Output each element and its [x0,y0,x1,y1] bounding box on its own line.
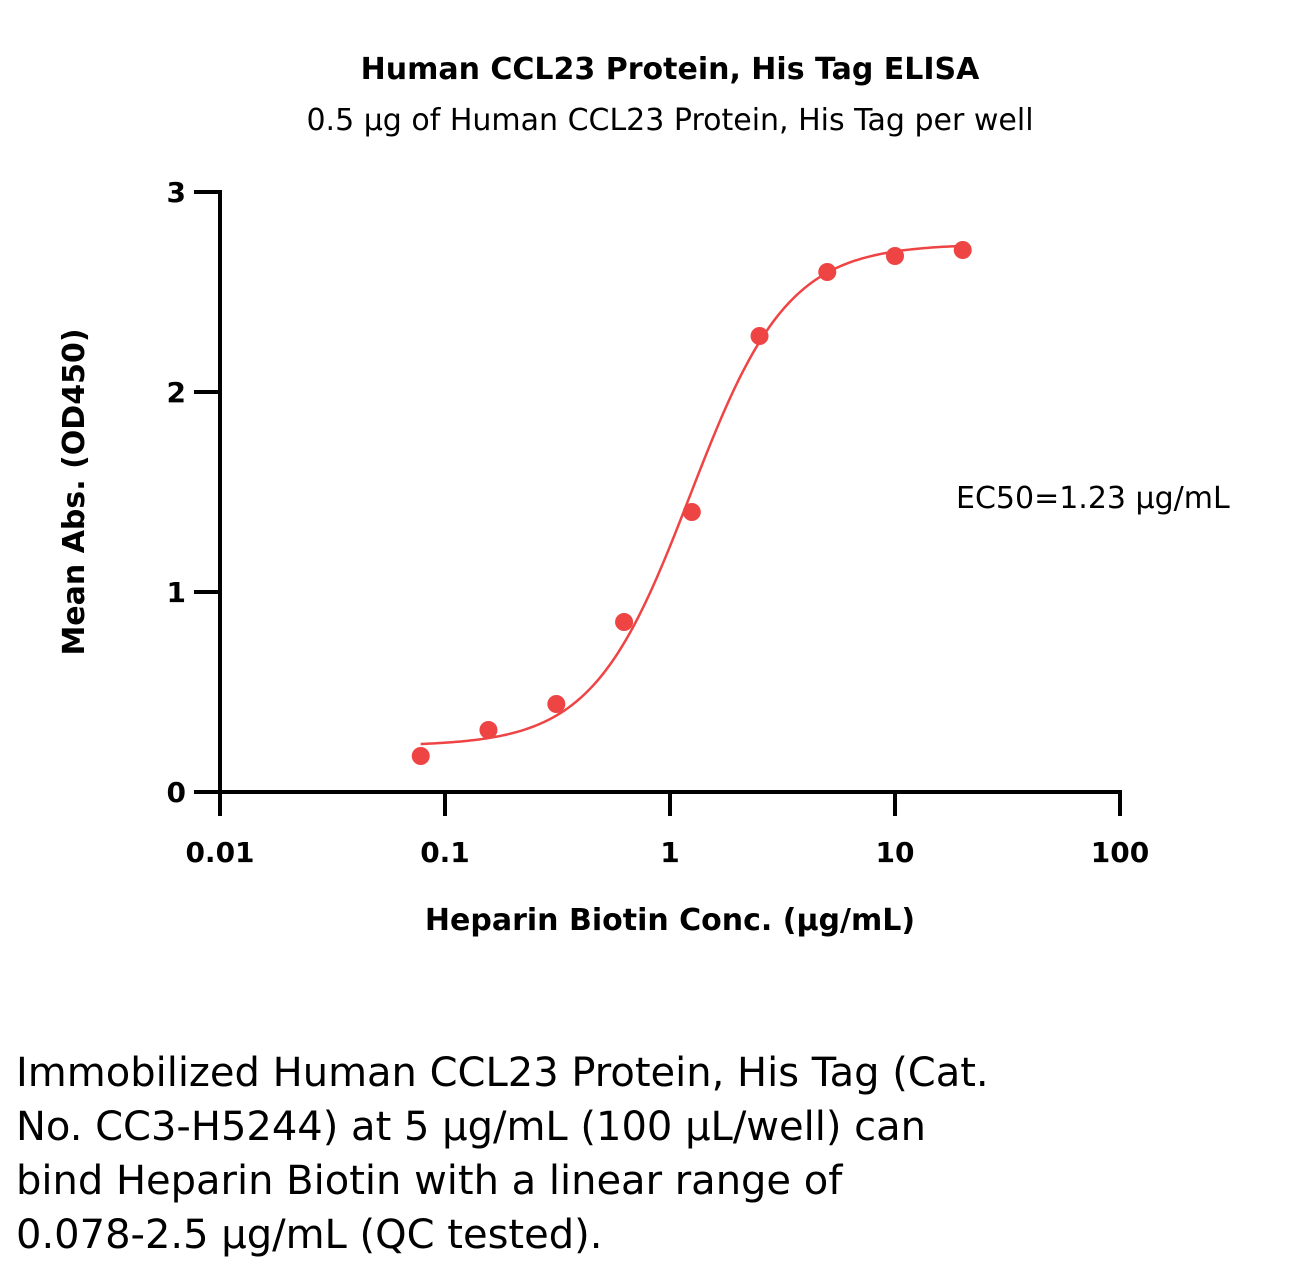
x-tick-label: 0.01 [185,836,254,869]
fit-curve [420,244,963,746]
caption: Immobilized Human CCL23 Protein, His Tag… [16,1046,1256,1262]
elisa-chart: Human CCL23 Protein, His Tag ELISA 0.5 µ… [57,52,1230,938]
data-point [953,241,972,259]
caption-line: bind Heparin Biotin with a linear range … [16,1158,843,1204]
caption-line: No. CC3-H5244) at 5 µg/mL (100 µL/well) … [16,1104,927,1150]
y-tick-label: 1 [167,576,186,609]
y-tick-label: 2 [167,376,186,409]
data-point [615,613,634,631]
y-tick-label: 0 [167,776,186,809]
chart-title: Human CCL23 Protein, His Tag ELISA [361,52,981,87]
x-tick-label: 1 [660,836,679,869]
ec50-annotation: EC50=1.23 µg/mL [956,481,1230,516]
x-tick-label: 0.1 [420,836,470,869]
data-point [479,721,498,739]
y-ticks: 0 1 2 3 [167,176,220,809]
data-point [411,747,430,765]
data-point [547,695,566,713]
y-axis-title: Mean Abs. (OD450) [57,328,92,655]
caption-line: Immobilized Human CCL23 Protein, His Tag… [16,1050,989,1096]
x-tick-label: 10 [876,836,915,869]
x-ticks: 0.01 0.1 1 10 100 [185,792,1149,869]
data-points [411,241,972,765]
x-axis-title: Heparin Biotin Conc. (µg/mL) [425,903,915,938]
data-point [682,503,701,521]
y-axis: 0 1 2 3 [167,176,222,809]
data-point [818,263,837,281]
y-tick-label: 3 [167,176,186,209]
data-point [750,327,769,345]
x-axis: 0.01 0.1 1 10 100 [185,790,1149,869]
chart-subtitle: 0.5 µg of Human CCL23 Protein, His Tag p… [306,103,1033,138]
data-point [886,247,904,265]
x-tick-label: 100 [1091,836,1149,869]
caption-line: 0.078-2.5 µg/mL (QC tested). [16,1212,603,1258]
